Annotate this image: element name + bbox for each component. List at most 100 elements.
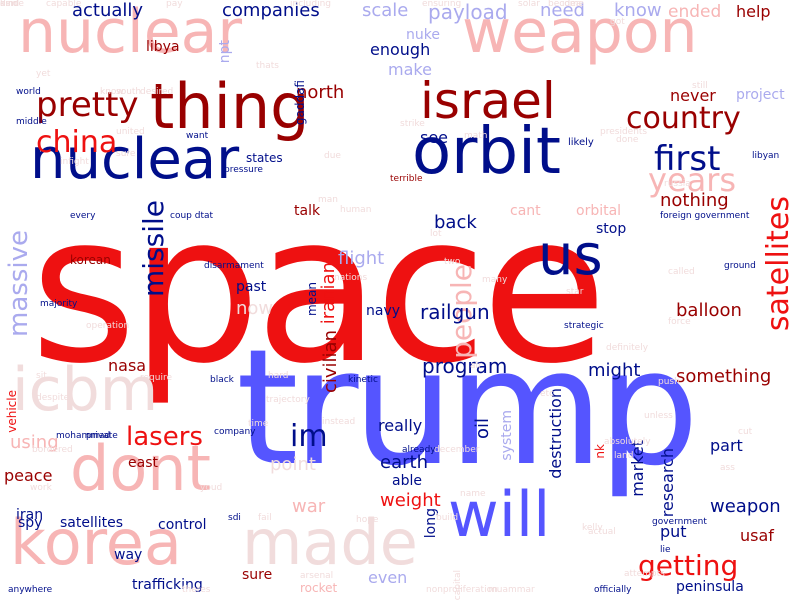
word: kinetic xyxy=(348,375,378,385)
word: theres xyxy=(182,585,211,595)
word: time xyxy=(248,419,269,429)
word: operation xyxy=(86,321,130,331)
word: december xyxy=(434,445,480,455)
word: east xyxy=(128,455,158,471)
word: mean xyxy=(305,282,319,317)
word: need xyxy=(540,0,585,21)
word: despite xyxy=(36,393,70,403)
word: push xyxy=(658,377,680,387)
word: korea xyxy=(10,506,182,579)
word: thing xyxy=(150,70,310,143)
word: civilian xyxy=(320,330,341,393)
word: point xyxy=(270,454,316,475)
word: etc xyxy=(540,389,555,399)
word: likely xyxy=(568,137,594,148)
word: scale xyxy=(362,0,409,21)
word: market xyxy=(628,440,647,497)
word: peace xyxy=(4,466,53,485)
word: made xyxy=(242,506,418,579)
word: peninsula xyxy=(676,579,744,595)
word: dim xyxy=(0,0,17,9)
word: earth xyxy=(380,452,428,473)
word: destruction xyxy=(546,388,565,479)
word: way xyxy=(114,547,143,563)
word: russia xyxy=(664,179,691,189)
word: black xyxy=(210,375,234,385)
word: trajectory xyxy=(266,395,310,405)
word: control xyxy=(158,517,207,533)
word: weapon xyxy=(462,0,698,67)
word: space xyxy=(30,171,607,409)
word: ground xyxy=(724,261,756,271)
word: part xyxy=(710,436,743,455)
word: private xyxy=(86,431,118,441)
word: name xyxy=(460,489,486,499)
word: orbital xyxy=(576,203,622,219)
word: officially xyxy=(594,585,632,595)
word: israel xyxy=(420,72,556,130)
word: unless xyxy=(644,411,673,421)
word: instead xyxy=(322,417,356,427)
word: korean xyxy=(70,253,111,267)
word: build xyxy=(436,513,459,523)
word: nuclear xyxy=(30,127,240,192)
word: gaddafi xyxy=(293,80,307,126)
word: sure xyxy=(116,149,136,159)
word: middle xyxy=(16,117,47,127)
word: really xyxy=(378,416,423,435)
word: fail xyxy=(258,513,272,523)
word: majority xyxy=(40,299,78,309)
word: enough xyxy=(370,40,431,59)
word: satellites xyxy=(60,515,124,531)
word: system xyxy=(499,410,515,461)
word: dont xyxy=(70,432,211,505)
word: make xyxy=(388,60,432,79)
word: put xyxy=(660,522,687,541)
word: star xyxy=(566,287,584,297)
word: kind xyxy=(0,0,20,9)
word: two xyxy=(444,257,461,267)
word: definitely xyxy=(606,343,649,353)
word: able xyxy=(392,473,422,489)
word: cut xyxy=(738,427,753,437)
word: math xyxy=(464,131,488,141)
word: north xyxy=(296,82,345,103)
word: man xyxy=(318,195,338,205)
word: nothing xyxy=(660,190,729,211)
word: know xyxy=(614,0,662,21)
word: iran xyxy=(16,507,44,523)
word: lasers xyxy=(126,422,203,452)
word: stop xyxy=(596,221,627,237)
word: sit xyxy=(36,371,47,381)
word: years xyxy=(648,161,737,199)
word: south xyxy=(116,87,142,97)
word: pressure xyxy=(224,165,263,175)
word: sure xyxy=(242,567,273,583)
word: aside xyxy=(0,0,24,9)
word: capable xyxy=(46,0,82,9)
word: country xyxy=(626,101,741,136)
word: libya xyxy=(146,39,180,55)
word: hope xyxy=(356,515,379,525)
word: world xyxy=(16,87,41,97)
word: foreign government xyxy=(660,211,750,221)
word: missile xyxy=(137,200,170,298)
word: back xyxy=(434,212,477,233)
word: terrible xyxy=(390,174,423,184)
word: still xyxy=(692,81,708,91)
word: infight xyxy=(60,157,89,167)
word: im xyxy=(290,419,328,454)
word: satellites xyxy=(761,196,796,332)
word: lie xyxy=(660,545,671,555)
word: war xyxy=(292,496,326,517)
word: spy xyxy=(18,515,43,531)
word: strike xyxy=(400,119,425,129)
word: anywhere xyxy=(8,585,53,595)
word: something xyxy=(676,366,772,387)
word: actually xyxy=(72,0,144,21)
word: presidents xyxy=(600,127,648,137)
word: trump xyxy=(236,314,699,501)
word: pay xyxy=(166,0,183,9)
word: solar xyxy=(518,0,540,9)
